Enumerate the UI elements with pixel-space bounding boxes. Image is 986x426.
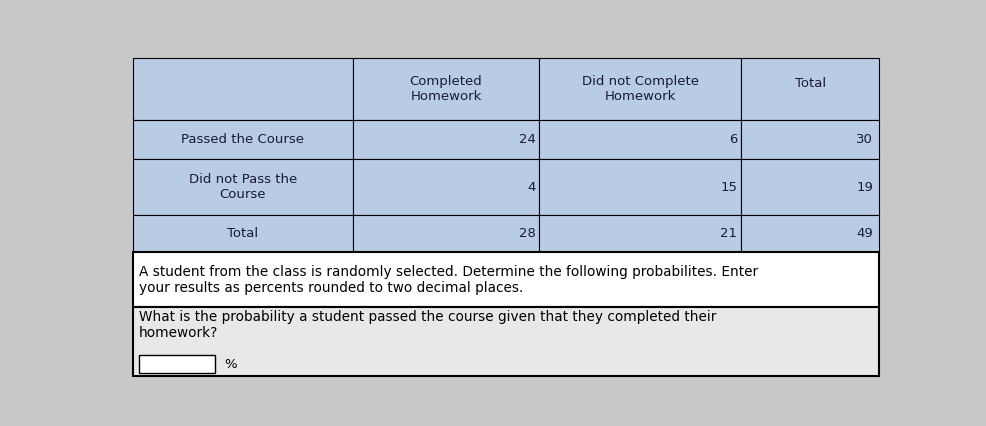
Bar	[138, 355, 215, 373]
Bar	[740, 215, 879, 252]
Bar	[352, 58, 539, 120]
Text: Total: Total	[794, 77, 825, 90]
Bar	[132, 308, 879, 376]
Bar	[132, 252, 879, 308]
Text: 6: 6	[728, 133, 737, 146]
Text: Did not Complete
Homework: Did not Complete Homework	[581, 75, 698, 103]
Bar	[352, 120, 539, 159]
Text: 49: 49	[856, 227, 873, 240]
Text: Passed the Course: Passed the Course	[181, 133, 304, 146]
Text: 15: 15	[720, 181, 737, 194]
Text: 4: 4	[527, 181, 535, 194]
Bar	[132, 58, 352, 120]
Text: 30: 30	[855, 133, 873, 146]
Bar	[352, 159, 539, 215]
Bar	[132, 159, 352, 215]
Bar	[352, 215, 539, 252]
Bar	[740, 120, 879, 159]
Text: Did not Pass the
Course: Did not Pass the Course	[188, 173, 297, 201]
Bar	[539, 159, 740, 215]
Text: 19: 19	[855, 181, 873, 194]
Bar	[539, 120, 740, 159]
Bar	[539, 58, 740, 120]
Bar	[740, 159, 879, 215]
Text: Completed
Homework: Completed Homework	[409, 75, 482, 103]
Bar	[740, 58, 879, 120]
Bar	[132, 120, 352, 159]
Text: 24: 24	[519, 133, 535, 146]
Text: What is the probability a student passed the course given that they completed th: What is the probability a student passed…	[138, 310, 715, 340]
Text: %: %	[224, 357, 237, 371]
Text: 21: 21	[720, 227, 737, 240]
Bar	[132, 215, 352, 252]
Text: A student from the class is randomly selected. Determine the following probabili: A student from the class is randomly sel…	[138, 265, 757, 295]
Text: Total: Total	[227, 227, 258, 240]
Text: 28: 28	[519, 227, 535, 240]
Bar	[539, 215, 740, 252]
